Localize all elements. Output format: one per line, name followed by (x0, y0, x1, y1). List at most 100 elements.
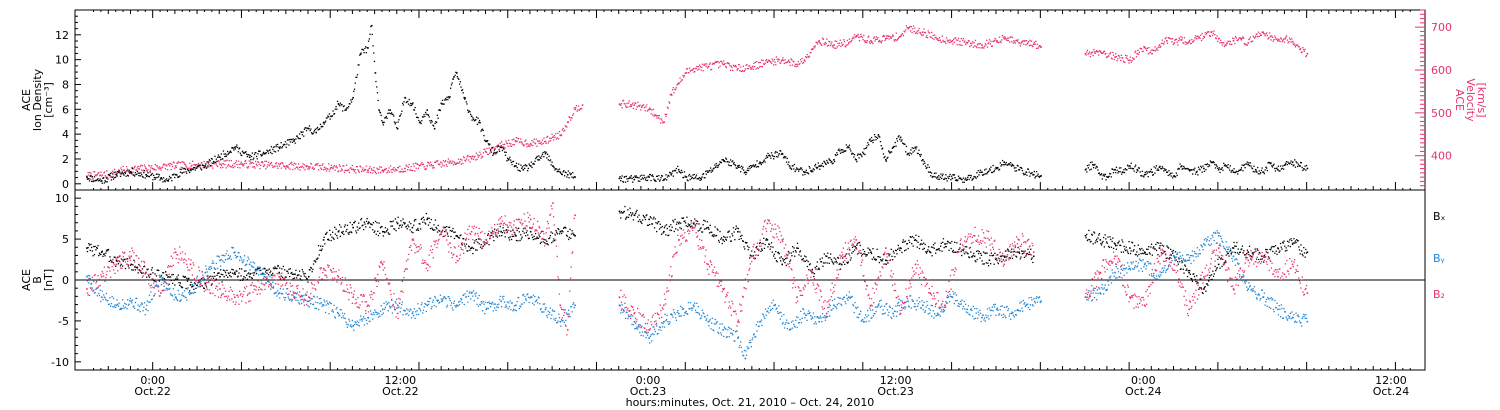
velocity-series-dot (919, 31, 921, 34)
density-series-dot (1156, 169, 1158, 171)
density-series-dot (715, 162, 717, 165)
bx-series-dot (1031, 257, 1033, 259)
density-series-point (1025, 171, 1028, 173)
density-series-dot (844, 150, 846, 152)
density-series-point (370, 24, 373, 27)
density-series-dot (822, 165, 824, 168)
velocity-series-dot (1129, 56, 1132, 58)
density-series-dot (995, 166, 997, 169)
velocity-series-dot (1026, 43, 1028, 45)
density-series-dot (882, 153, 885, 155)
velocity-series-dot (1091, 52, 1093, 54)
bx-series-dot (680, 222, 682, 224)
bx-series-dot (465, 239, 467, 241)
bx-series-dot (773, 255, 775, 257)
velocity-series-dot (858, 40, 861, 42)
velocity-series-dot (1297, 45, 1300, 48)
bx-series-dot (947, 240, 949, 242)
bx-series-dot (200, 279, 202, 281)
velocity-series-dot (472, 158, 475, 160)
bx-series-point (500, 230, 502, 233)
velocity-series-dot (434, 161, 436, 163)
bx-series-dot (341, 231, 343, 233)
velocity-series-dot (439, 163, 441, 165)
bx-series-dot (282, 265, 284, 268)
bx-series-dot (773, 253, 775, 255)
bx-series-dot (220, 273, 222, 275)
bx-series-dot (89, 249, 91, 252)
velocity-series-dot (325, 167, 327, 169)
velocity-series-dot (826, 38, 828, 40)
velocity-series-dot (1093, 49, 1095, 51)
velocity-series-dot (1001, 34, 1004, 37)
bx-series-dot (226, 269, 228, 271)
bx-series-dot (943, 246, 945, 249)
bx-series-dot (366, 218, 368, 220)
bx-series-dot (486, 242, 488, 245)
density-series-dot (274, 146, 276, 148)
bx-series-dot (1120, 251, 1122, 253)
velocity-series-dot (400, 170, 402, 172)
bx-series-dot (280, 275, 282, 277)
velocity-series-dot (1111, 58, 1113, 60)
density-series-dot (1300, 162, 1302, 164)
bx-series-dot (311, 271, 313, 273)
bx-series-dot (430, 218, 432, 221)
density-series-dot (1090, 168, 1092, 170)
velocity-series-dot (976, 46, 978, 49)
bx-series-dot (564, 226, 566, 228)
density-series-dot (1149, 170, 1152, 173)
velocity-series-dot (538, 142, 540, 145)
bx-series-dot (1097, 237, 1099, 239)
bx-series-dot (348, 233, 350, 235)
density-series-dot (179, 171, 182, 173)
by-series-dot (156, 279, 158, 281)
bx-series-dot (410, 231, 413, 233)
density-series-dot (128, 170, 130, 172)
density-series-dot (273, 150, 275, 152)
bx-series-dot (770, 246, 772, 248)
density-series-dot (490, 151, 492, 153)
bx-series-dot (976, 258, 978, 261)
bx-series-dot (114, 256, 116, 258)
bx-series-dot (1005, 259, 1007, 261)
velocity-series-dot (743, 70, 745, 73)
density-series-dot (934, 176, 936, 178)
bx-series-dot (449, 229, 451, 232)
density-series-dot (441, 99, 444, 101)
bx-series-dot (973, 252, 975, 255)
bx-series-dot (255, 268, 257, 270)
density-series-dot (178, 176, 180, 178)
velocity-series-dot (305, 166, 308, 168)
velocity-series-dot (849, 41, 851, 43)
by-series-dot (110, 305, 112, 307)
density-axis-label: Ion Density (31, 68, 44, 131)
velocity-series-dot (912, 25, 915, 27)
density-series-dot (1093, 164, 1095, 166)
bx-series-dot (1016, 256, 1018, 258)
bx-series-dot (1136, 255, 1139, 257)
density-series-dot (959, 177, 961, 179)
density-series-dot (270, 146, 272, 148)
density-series-point (936, 176, 939, 178)
density-series-dot (742, 166, 744, 168)
bx-series-dot (1186, 275, 1189, 278)
velocity-series-point (848, 42, 850, 44)
bx-series-dot (646, 224, 649, 226)
bx-series-dot (731, 233, 733, 235)
bx-series-dot (984, 252, 986, 254)
density-series-dot (100, 180, 102, 182)
density-series-dot (265, 152, 267, 154)
velocity-series-dot (344, 169, 346, 172)
velocity-series-point (692, 67, 695, 70)
bx-series-dot (524, 227, 526, 229)
density-series-dot (249, 154, 251, 157)
bx-series-dot (412, 232, 414, 234)
velocity-series-dot (957, 39, 959, 41)
velocity-series-dot (285, 168, 287, 170)
density-series-dot (998, 168, 1001, 171)
velocity-series-point (1136, 52, 1139, 55)
velocity-series-dot (757, 67, 759, 70)
velocity-series-dot (1086, 49, 1089, 51)
density-series-dot (346, 107, 348, 109)
